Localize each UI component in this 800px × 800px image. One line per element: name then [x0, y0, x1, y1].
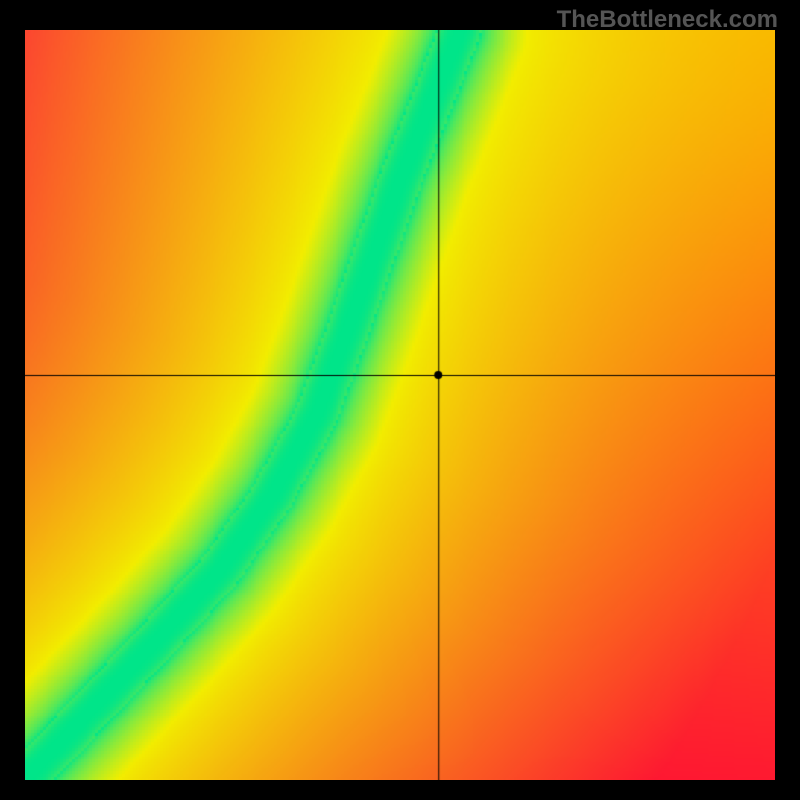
- chart-container: TheBottleneck.com: [0, 0, 800, 800]
- bottleneck-heatmap: [25, 30, 775, 780]
- watermark-text: TheBottleneck.com: [557, 6, 778, 34]
